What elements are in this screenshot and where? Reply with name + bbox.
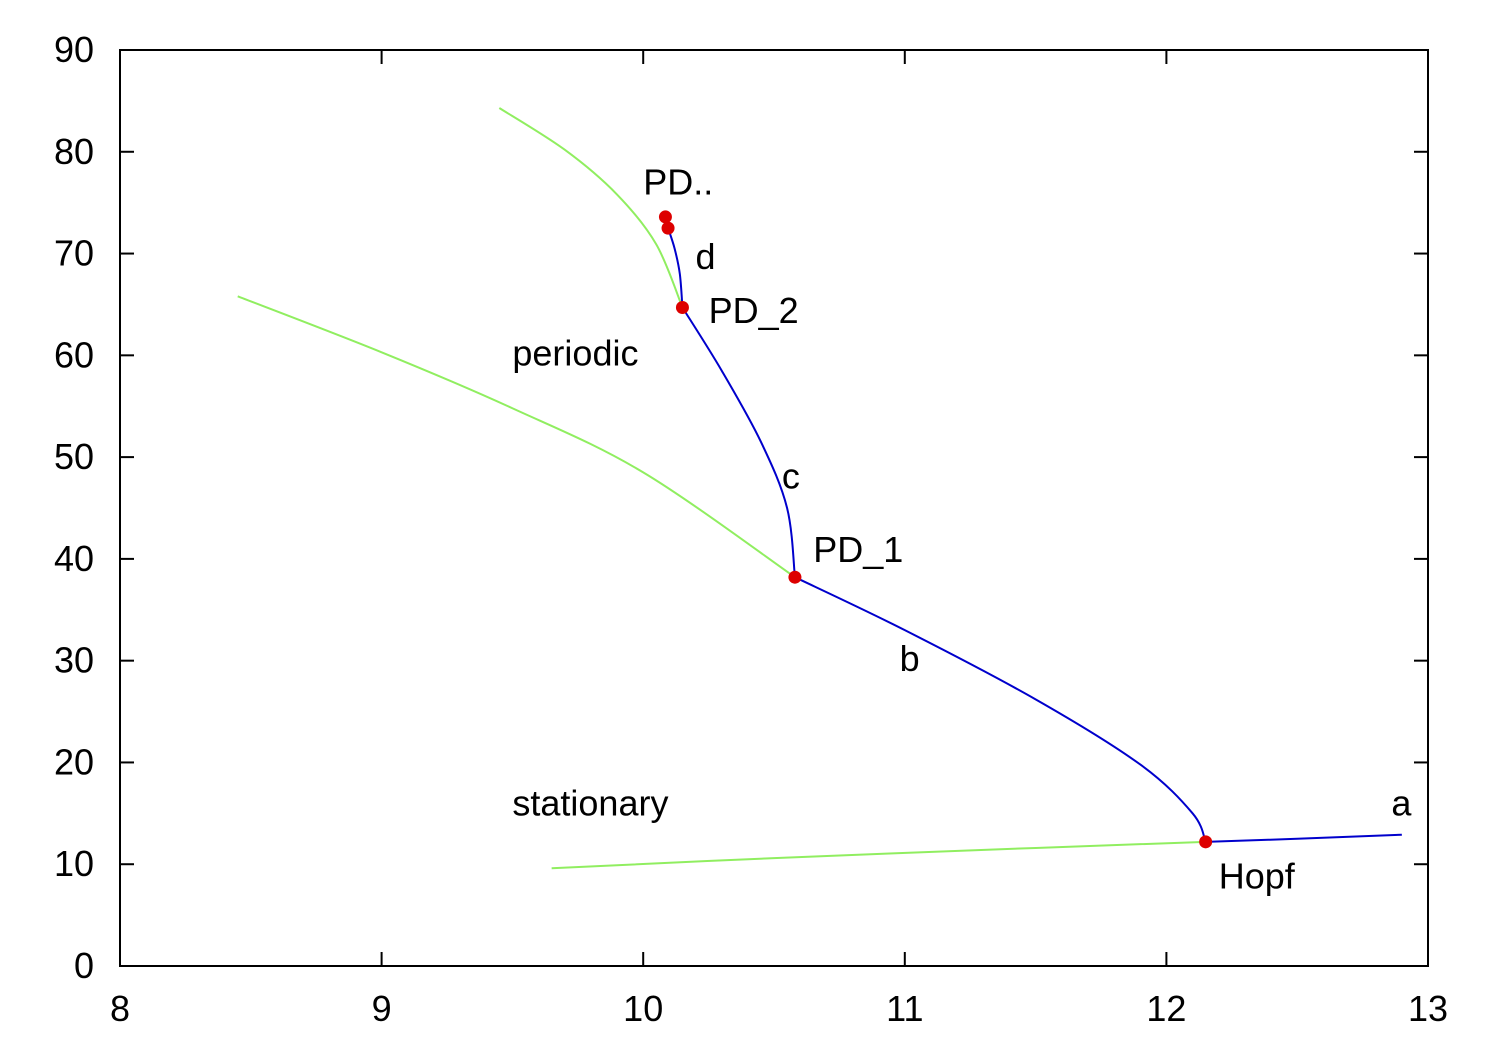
x-tick-label: 12 [1146,988,1186,1029]
series-line-green-1 [237,295,796,579]
bifurcation-point [658,210,672,224]
series-line-blue-5 [681,306,796,578]
x-tick-label: 9 [372,988,392,1029]
x-tick-label: 13 [1408,988,1448,1029]
y-tick-label: 80 [54,131,94,172]
series-line-green-2 [498,107,684,308]
bifurcation-point [661,221,675,235]
y-tick-label: 40 [54,538,94,579]
series-line-green-0 [551,840,1206,870]
x-tick-label: 10 [623,988,663,1029]
bifurcation-point [1199,835,1213,849]
plot-frame [119,49,1429,967]
labels-layer: 8 9 10 11 12 13 0 10 20 30 40 50 60 70 80 90 PD.. d PD_2pe… [54,29,1448,1029]
y-tick-label: 60 [54,334,94,375]
y-tick-label: 0 [74,945,94,986]
series-line-blue-3 [1205,833,1402,843]
annotation-label: periodic [512,333,638,374]
annotation-label: PD.. [643,162,713,203]
annotation-label: PD_1 [813,529,903,570]
annotation-label: PD_2 [709,290,799,331]
y-tick-label: 30 [54,640,94,681]
y-tick-label: 20 [54,741,94,782]
annotation-label: b [900,638,920,679]
bifurcation-point [788,570,802,584]
y-tick-label: 10 [54,843,94,884]
annotation-label: d [696,236,716,277]
axis-ticks [119,49,1429,967]
y-tick-label: 50 [54,436,94,477]
y-tick-label: 90 [54,29,94,70]
bifurcation-point [675,300,689,314]
annotation-label: stationary [512,782,668,823]
x-tick-label: 11 [886,988,923,1029]
annotation-label: Hopf [1219,856,1296,897]
annotation-label: a [1391,782,1412,823]
curves-layer [237,107,1402,870]
series-line-blue-4 [794,576,1207,843]
y-tick-label: 70 [54,233,94,274]
point-markers [658,210,1213,849]
annotation-label: c [782,456,800,497]
series-line-blue-6 [667,227,684,308]
x-tick-label: 8 [110,988,130,1029]
